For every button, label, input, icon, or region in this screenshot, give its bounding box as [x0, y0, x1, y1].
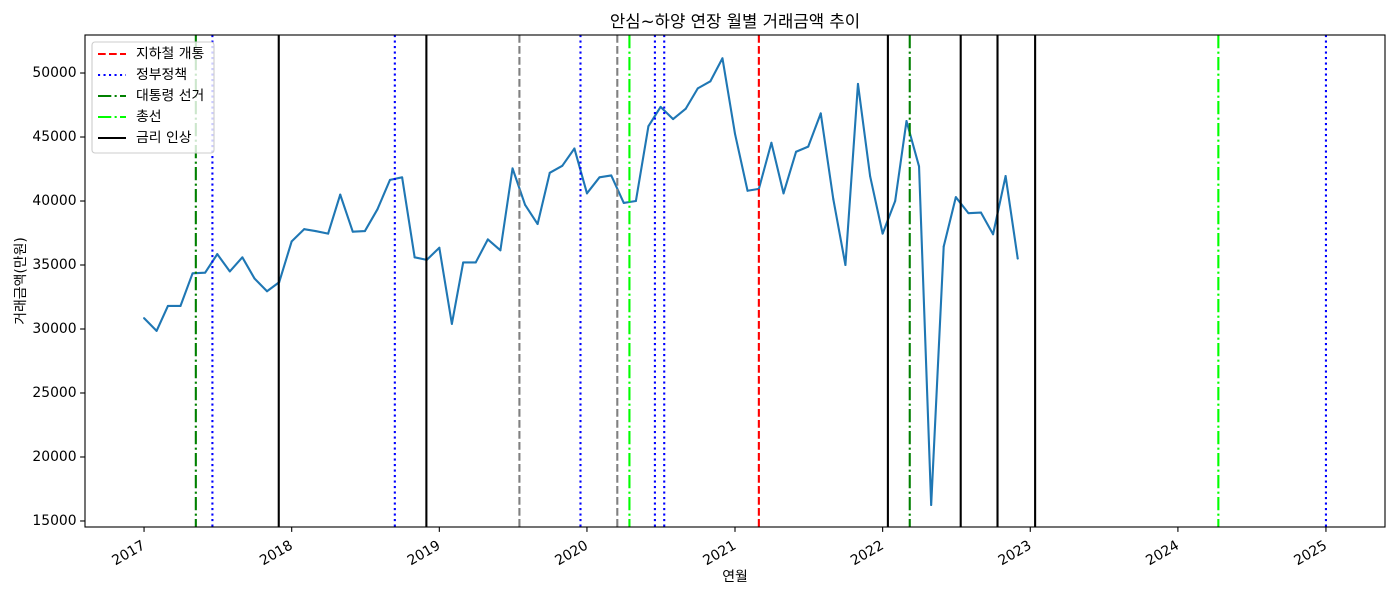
- series-point: [795, 150, 798, 153]
- series-point: [622, 201, 625, 204]
- y-tick-label: 30000: [32, 321, 76, 337]
- series-point: [486, 238, 489, 241]
- series-point: [721, 57, 724, 60]
- series-point: [143, 317, 146, 320]
- series-point: [314, 230, 317, 233]
- series-point: [954, 196, 957, 199]
- legend-box: [91, 41, 215, 154]
- series-point: [1016, 257, 1019, 260]
- legend-label: 정부정책: [136, 67, 187, 83]
- series-point: [266, 290, 269, 293]
- series-point: [992, 233, 995, 236]
- series-point: [782, 192, 785, 195]
- series-point: [585, 192, 588, 195]
- series-point: [734, 132, 736, 135]
- series-point: [241, 256, 244, 259]
- series-point: [770, 141, 773, 144]
- y-tick-label: 35000: [32, 257, 76, 273]
- x-axis-label: 연월: [722, 569, 748, 585]
- series-point: [536, 223, 539, 226]
- series-point: [905, 120, 908, 123]
- series-point: [856, 82, 859, 85]
- series-point: [511, 167, 514, 170]
- series-point: [351, 230, 354, 233]
- legend-label: 대통령 선거: [136, 88, 204, 104]
- series-point: [561, 164, 564, 167]
- y-tick-label: 20000: [32, 449, 76, 465]
- series-point: [216, 253, 219, 256]
- y-tick-label: 25000: [32, 385, 76, 401]
- y-axis-label: 거래금액(만원): [13, 237, 29, 325]
- series-point: [930, 503, 933, 506]
- series-point: [363, 230, 366, 233]
- series-point: [967, 212, 970, 215]
- series-point: [290, 240, 293, 243]
- series-point: [573, 147, 576, 150]
- series-point: [807, 145, 810, 148]
- series-line: [143, 57, 1019, 507]
- series-point: [499, 249, 502, 252]
- series-point: [819, 112, 822, 115]
- series-point: [253, 277, 256, 280]
- series-point: [155, 329, 158, 332]
- series-point: [401, 176, 404, 179]
- series-point: [647, 125, 650, 128]
- series-point: [844, 264, 847, 266]
- series-point: [179, 304, 182, 307]
- series-point: [610, 174, 613, 177]
- legend-label: 금리 인상: [136, 130, 192, 146]
- series-point: [832, 198, 835, 201]
- series-point: [598, 176, 601, 179]
- series-point: [942, 245, 945, 248]
- series-point: [166, 304, 169, 307]
- series-point: [388, 178, 391, 181]
- series-point: [979, 211, 982, 214]
- series-point: [228, 270, 231, 273]
- y-tick-label: 50000: [32, 65, 76, 81]
- series-point: [869, 175, 872, 178]
- series-point: [376, 208, 379, 211]
- series-point: [918, 165, 921, 168]
- series-point: [204, 271, 207, 274]
- series-point: [339, 193, 342, 196]
- series-point: [684, 107, 687, 110]
- series-point: [450, 322, 453, 325]
- plot-area: [143, 35, 1327, 527]
- axes: 15000 20000 25000 30000 35000 40000 45000 50000…: [32, 65, 1330, 569]
- y-tick-label: 45000: [32, 129, 76, 145]
- series-point: [548, 171, 551, 174]
- legend-label: 총선: [136, 109, 162, 125]
- series-point: [634, 200, 637, 203]
- series-point: [462, 261, 465, 264]
- series-point: [709, 80, 712, 83]
- y-tick-label: 40000: [32, 193, 76, 209]
- series-point: [438, 246, 441, 249]
- series-point: [191, 272, 194, 275]
- series-point: [881, 232, 884, 235]
- series-point: [474, 261, 477, 264]
- legend-label: 지하철 개통: [136, 46, 205, 62]
- series-point: [1004, 175, 1007, 178]
- chart-title: 안심~하양 연장 월별 거래금액 추이: [610, 11, 860, 31]
- series-point: [413, 256, 416, 259]
- series-point: [303, 228, 306, 231]
- series-point: [524, 203, 527, 206]
- series-point: [327, 232, 330, 235]
- series-point: [746, 189, 749, 192]
- series-point: [659, 105, 662, 108]
- series-point: [696, 87, 699, 90]
- series-point: [672, 118, 675, 121]
- series-point: [894, 200, 897, 203]
- y-tick-label: 15000: [32, 513, 76, 529]
